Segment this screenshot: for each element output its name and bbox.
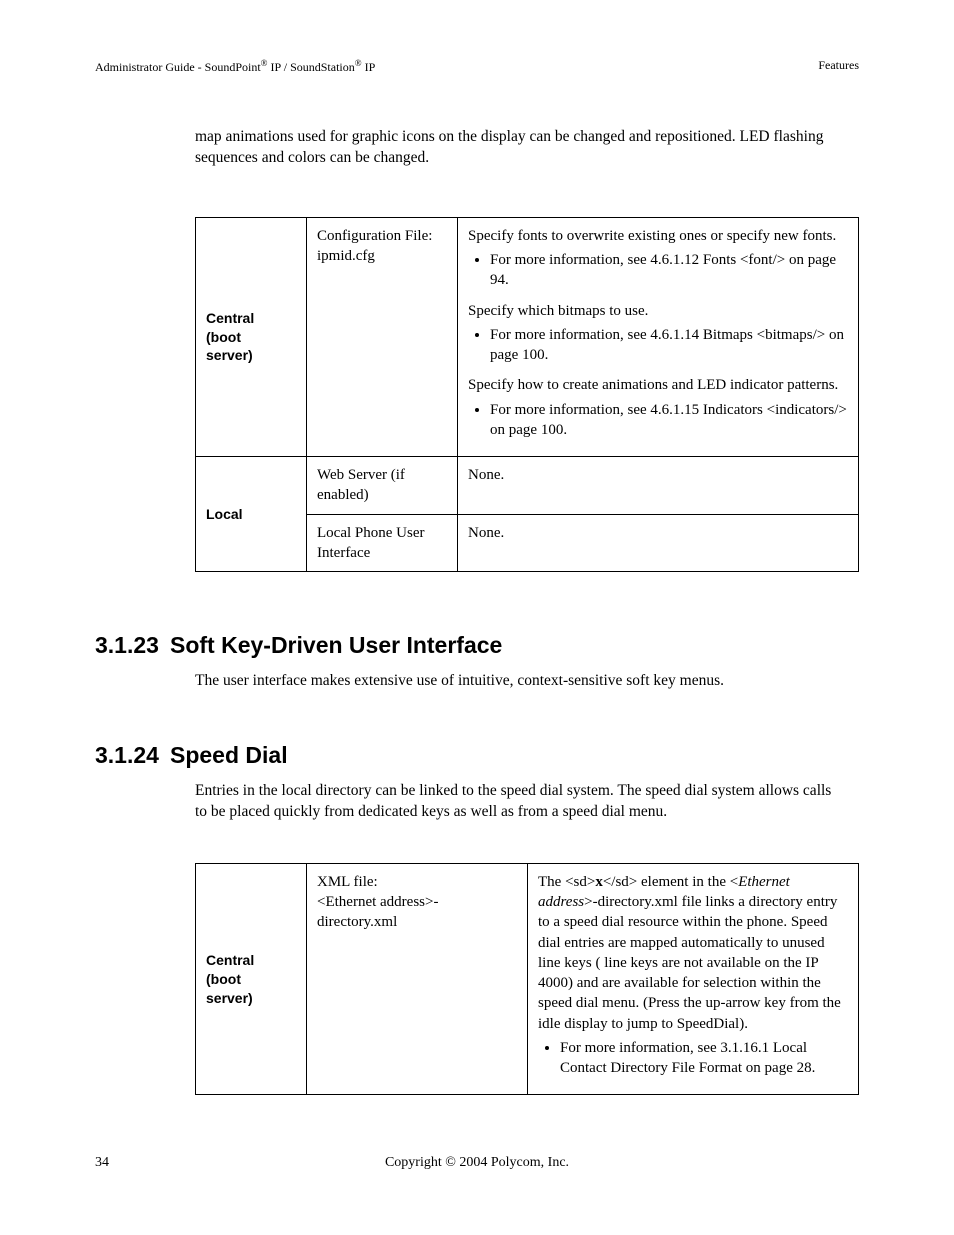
section-3-1-23: 3.1.23 Soft Key-Driven User Interface Th… xyxy=(95,632,859,692)
header-left-suffix: IP xyxy=(362,60,376,74)
desc-post1: </sd> element in the < xyxy=(603,874,738,890)
table2-xml-file-cell: XML file: <Ethernet address>-directory.x… xyxy=(307,863,528,1095)
copyright-text: Copyright © 2004 Polycom, Inc. xyxy=(385,1155,569,1171)
table1-localphone-right: None. xyxy=(458,514,859,572)
bullet-fonts: For more information, see 4.6.1.12 Fonts… xyxy=(490,250,848,291)
section-24-num: 3.1.24 xyxy=(95,742,170,769)
section-24-title: Speed Dial xyxy=(170,742,288,769)
desc-x: x xyxy=(595,874,603,890)
table1-local-label: Local xyxy=(196,457,307,572)
section-23-heading: 3.1.23 Soft Key-Driven User Interface xyxy=(95,632,859,659)
section-24-para: Entries in the local directory can be li… xyxy=(195,781,839,823)
header-left-mid: IP / SoundStation xyxy=(268,60,355,74)
section-23-para: The user interface makes extensive use o… xyxy=(195,671,839,692)
section-3-1-24: 3.1.24 Speed Dial Entries in the local d… xyxy=(95,742,859,823)
registered-mark-2: ® xyxy=(355,58,362,68)
desc-pre: The <sd> xyxy=(538,874,595,890)
header-right: Features xyxy=(818,58,859,75)
page-number: 34 xyxy=(95,1155,109,1171)
page-header: Administrator Guide - SoundPoint® IP / S… xyxy=(95,58,859,75)
table2-central-label: Central (boot server) xyxy=(196,863,307,1095)
table1-central-label: Central (boot server) xyxy=(196,217,307,456)
spec-fonts: Specify fonts to overwrite existing ones… xyxy=(468,226,848,246)
section-23-num: 3.1.23 xyxy=(95,632,170,659)
section-24-heading: 3.1.24 Speed Dial xyxy=(95,742,859,769)
header-left: Administrator Guide - SoundPoint® IP / S… xyxy=(95,58,375,75)
spec-bitmaps: Specify which bitmaps to use. xyxy=(468,301,848,321)
table1-specify-cell: Specify fonts to overwrite existing ones… xyxy=(458,217,859,456)
page-footer: 34 Copyright © 2004 Polycom, Inc. xyxy=(95,1155,859,1175)
table1-webserver-mid: Web Server (if enabled) xyxy=(307,457,458,515)
section-23-title: Soft Key-Driven User Interface xyxy=(170,632,502,659)
table1-webserver-right: None. xyxy=(458,457,859,515)
header-left-prefix: Administrator Guide - SoundPoint xyxy=(95,60,261,74)
table2-bullet: For more information, see 3.1.16.1 Local… xyxy=(560,1038,848,1079)
table1-config-file-cell: Configuration File: ipmid.cfg xyxy=(307,217,458,456)
desc-post2: >-directory.xml file links a directory e… xyxy=(538,894,841,1032)
table2-description-cell: The <sd>x</sd> element in the <Ethernet … xyxy=(528,863,859,1095)
intro-paragraph: map animations used for graphic icons on… xyxy=(195,127,839,169)
config-table-2: Central (boot server) XML file: <Etherne… xyxy=(195,863,859,1096)
config-table-1: Central (boot server) Configuration File… xyxy=(195,217,859,572)
bullet-indicators: For more information, see 4.6.1.15 Indic… xyxy=(490,400,848,441)
registered-mark-1: ® xyxy=(261,58,268,68)
table1-localphone-mid: Local Phone User Interface xyxy=(307,514,458,572)
bullet-bitmaps: For more information, see 4.6.1.14 Bitma… xyxy=(490,325,848,366)
spec-indicators: Specify how to create animations and LED… xyxy=(468,375,848,395)
